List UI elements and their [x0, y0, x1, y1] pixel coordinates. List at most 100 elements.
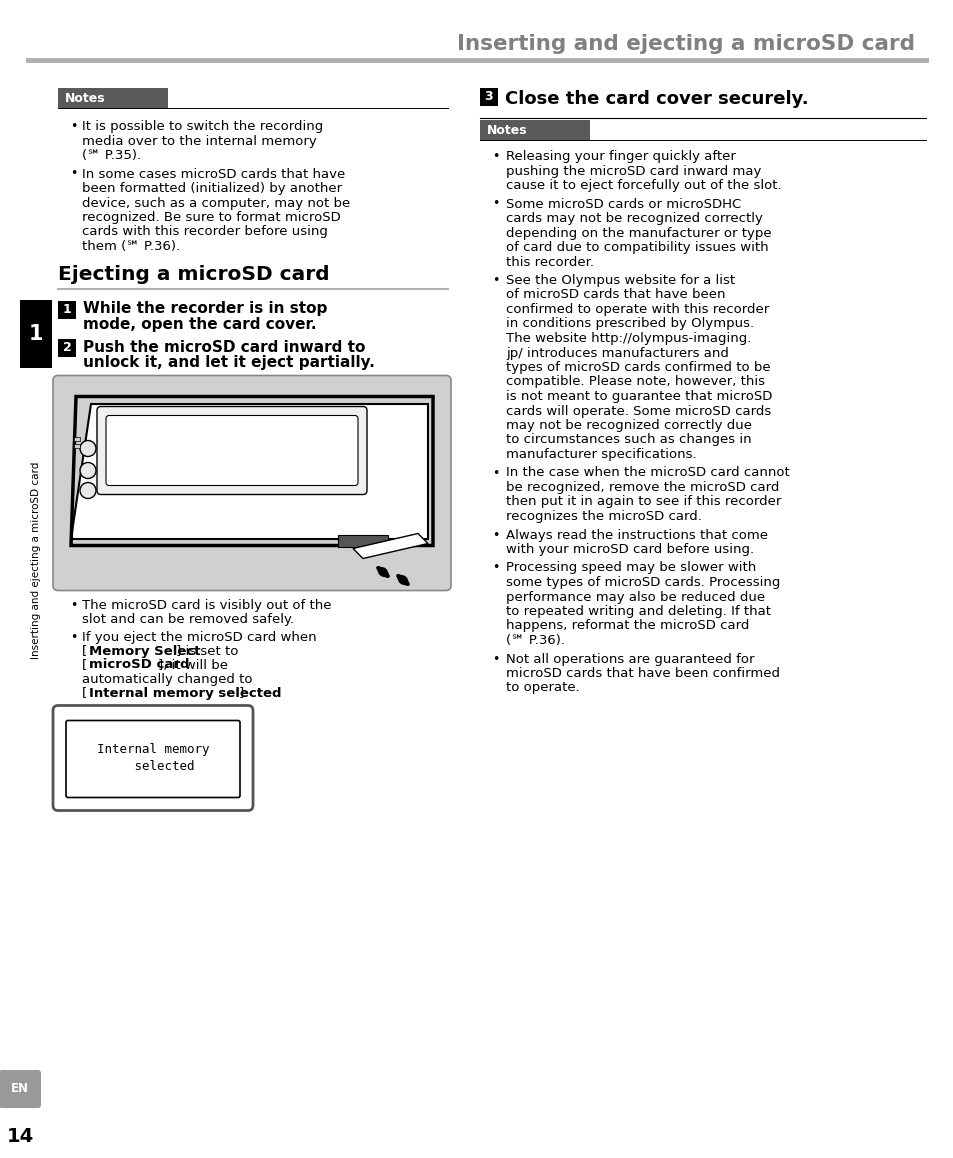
Text: selected: selected: [112, 761, 194, 774]
Text: Notes: Notes: [65, 93, 106, 105]
FancyBboxPatch shape: [53, 375, 451, 591]
Text: In some cases microSD cards that have: In some cases microSD cards that have: [82, 168, 345, 181]
Text: with your microSD card before using.: with your microSD card before using.: [505, 543, 753, 556]
Polygon shape: [353, 534, 428, 558]
Text: cards with this recorder before using: cards with this recorder before using: [82, 226, 328, 239]
Text: It is possible to switch the recording: It is possible to switch the recording: [82, 120, 323, 133]
Text: 3: 3: [484, 90, 493, 103]
Text: this recorder.: this recorder.: [505, 256, 594, 269]
Text: In the case when the microSD card cannot: In the case when the microSD card cannot: [505, 467, 789, 479]
Text: •: •: [492, 151, 498, 163]
Text: 1: 1: [29, 324, 43, 344]
Text: happens, reformat the microSD card: happens, reformat the microSD card: [505, 620, 749, 632]
Text: is not meant to guarantee that microSD: is not meant to guarantee that microSD: [505, 390, 772, 403]
Text: The microSD card is visibly out of the: The microSD card is visibly out of the: [82, 600, 331, 613]
Text: confirmed to operate with this recorder: confirmed to operate with this recorder: [505, 303, 768, 316]
Text: •: •: [70, 120, 77, 133]
Text: cards will operate. Some microSD cards: cards will operate. Some microSD cards: [505, 404, 770, 418]
Bar: [58, 300, 76, 318]
Text: •: •: [492, 528, 498, 542]
Text: Notes: Notes: [486, 125, 527, 138]
Text: 2: 2: [63, 340, 71, 354]
Circle shape: [80, 440, 96, 456]
Text: The website http://olympus-imaging.: The website http://olympus-imaging.: [505, 332, 751, 345]
Text: automatically changed to: automatically changed to: [82, 673, 253, 686]
Text: cause it to eject forcefully out of the slot.: cause it to eject forcefully out of the …: [505, 179, 781, 192]
Text: recognizes the microSD card.: recognizes the microSD card.: [505, 510, 701, 523]
Text: compatible. Please note, however, this: compatible. Please note, however, this: [505, 375, 764, 388]
Text: While the recorder is in stop: While the recorder is in stop: [83, 301, 327, 316]
Text: unlock it, and let it eject partially.: unlock it, and let it eject partially.: [83, 356, 375, 371]
Text: Memory Select: Memory Select: [89, 645, 200, 658]
Text: device, such as a computer, may not be: device, such as a computer, may not be: [82, 197, 350, 210]
Text: 1: 1: [63, 303, 71, 316]
Text: cards may not be recognized correctly: cards may not be recognized correctly: [505, 212, 762, 225]
Text: •: •: [492, 652, 498, 666]
Text: to circumstances such as changes in: to circumstances such as changes in: [505, 433, 751, 447]
Text: then put it in again to see if this recorder: then put it in again to see if this reco…: [505, 496, 781, 508]
Text: some types of microSD cards. Processing: some types of microSD cards. Processing: [505, 576, 780, 589]
Text: •: •: [70, 630, 77, 644]
Bar: [20, 300, 52, 368]
Text: Not all operations are guaranteed for: Not all operations are guaranteed for: [505, 652, 754, 666]
Text: See the Olympus website for a list: See the Olympus website for a list: [505, 274, 735, 287]
Text: (℠ P.35).: (℠ P.35).: [82, 149, 141, 162]
FancyBboxPatch shape: [97, 406, 367, 494]
Text: Some microSD cards or microSDHC: Some microSD cards or microSDHC: [505, 198, 740, 211]
Text: Always read the instructions that come: Always read the instructions that come: [505, 528, 767, 542]
Text: pushing the microSD card inward may: pushing the microSD card inward may: [505, 164, 760, 177]
Text: in conditions prescribed by Olympus.: in conditions prescribed by Olympus.: [505, 317, 753, 330]
Text: may not be recognized correctly due: may not be recognized correctly due: [505, 419, 751, 432]
Text: manufacturer specifications.: manufacturer specifications.: [505, 448, 696, 461]
Text: Push the microSD card inward to: Push the microSD card inward to: [83, 339, 365, 354]
Text: jp/ introduces manufacturers and: jp/ introduces manufacturers and: [505, 346, 728, 359]
Text: Processing speed may be slower with: Processing speed may be slower with: [505, 562, 756, 574]
Text: Ejecting a microSD card: Ejecting a microSD card: [58, 264, 330, 284]
Bar: [74, 437, 80, 440]
Bar: [58, 88, 168, 108]
Bar: [479, 88, 497, 107]
Text: Internal memory selected: Internal memory selected: [89, 687, 281, 699]
Text: ], it will be: ], it will be: [158, 659, 228, 672]
Text: Inserting and ejecting a microSD card: Inserting and ejecting a microSD card: [30, 461, 41, 659]
Text: microSD cards that have been confirmed: microSD cards that have been confirmed: [505, 667, 780, 680]
Text: Internal memory: Internal memory: [96, 742, 209, 755]
Text: •: •: [70, 600, 77, 613]
Text: Inserting and ejecting a microSD card: Inserting and ejecting a microSD card: [456, 34, 914, 54]
Text: to operate.: to operate.: [505, 682, 579, 695]
Text: ].: ].: [239, 687, 248, 699]
Text: EN: EN: [11, 1083, 29, 1095]
Text: Releasing your finger quickly after: Releasing your finger quickly after: [505, 151, 735, 163]
Text: be recognized, remove the microSD card: be recognized, remove the microSD card: [505, 481, 779, 494]
Circle shape: [80, 483, 96, 498]
Text: them (℠ P.36).: them (℠ P.36).: [82, 240, 180, 252]
FancyBboxPatch shape: [53, 705, 253, 811]
Text: ] is set to: ] is set to: [175, 645, 238, 658]
Text: •: •: [492, 198, 498, 211]
Text: •: •: [70, 168, 77, 181]
Text: depending on the manufacturer or type: depending on the manufacturer or type: [505, 227, 771, 240]
FancyBboxPatch shape: [66, 720, 240, 798]
Bar: [58, 338, 76, 357]
Text: [: [: [82, 645, 87, 658]
Text: been formatted (initialized) by another: been formatted (initialized) by another: [82, 182, 342, 195]
Text: •: •: [492, 467, 498, 479]
Text: •: •: [492, 274, 498, 287]
Bar: [479, 120, 589, 140]
Text: types of microSD cards confirmed to be: types of microSD cards confirmed to be: [505, 361, 770, 374]
FancyBboxPatch shape: [0, 1070, 41, 1108]
Text: [: [: [82, 659, 87, 672]
Text: slot and can be removed safely.: slot and can be removed safely.: [82, 614, 294, 626]
Text: of microSD cards that have been: of microSD cards that have been: [505, 288, 724, 301]
Text: performance may also be reduced due: performance may also be reduced due: [505, 591, 764, 603]
Text: to repeated writing and deleting. If that: to repeated writing and deleting. If tha…: [505, 604, 770, 618]
Text: [: [: [82, 687, 87, 699]
Text: of card due to compatibility issues with: of card due to compatibility issues with: [505, 241, 768, 254]
Text: (℠ P.36).: (℠ P.36).: [505, 633, 564, 647]
Text: 14: 14: [7, 1128, 33, 1146]
FancyBboxPatch shape: [106, 416, 357, 485]
Text: microSD card: microSD card: [89, 659, 190, 672]
Text: If you eject the microSD card when: If you eject the microSD card when: [82, 630, 316, 644]
Circle shape: [80, 462, 96, 478]
Text: •: •: [492, 562, 498, 574]
